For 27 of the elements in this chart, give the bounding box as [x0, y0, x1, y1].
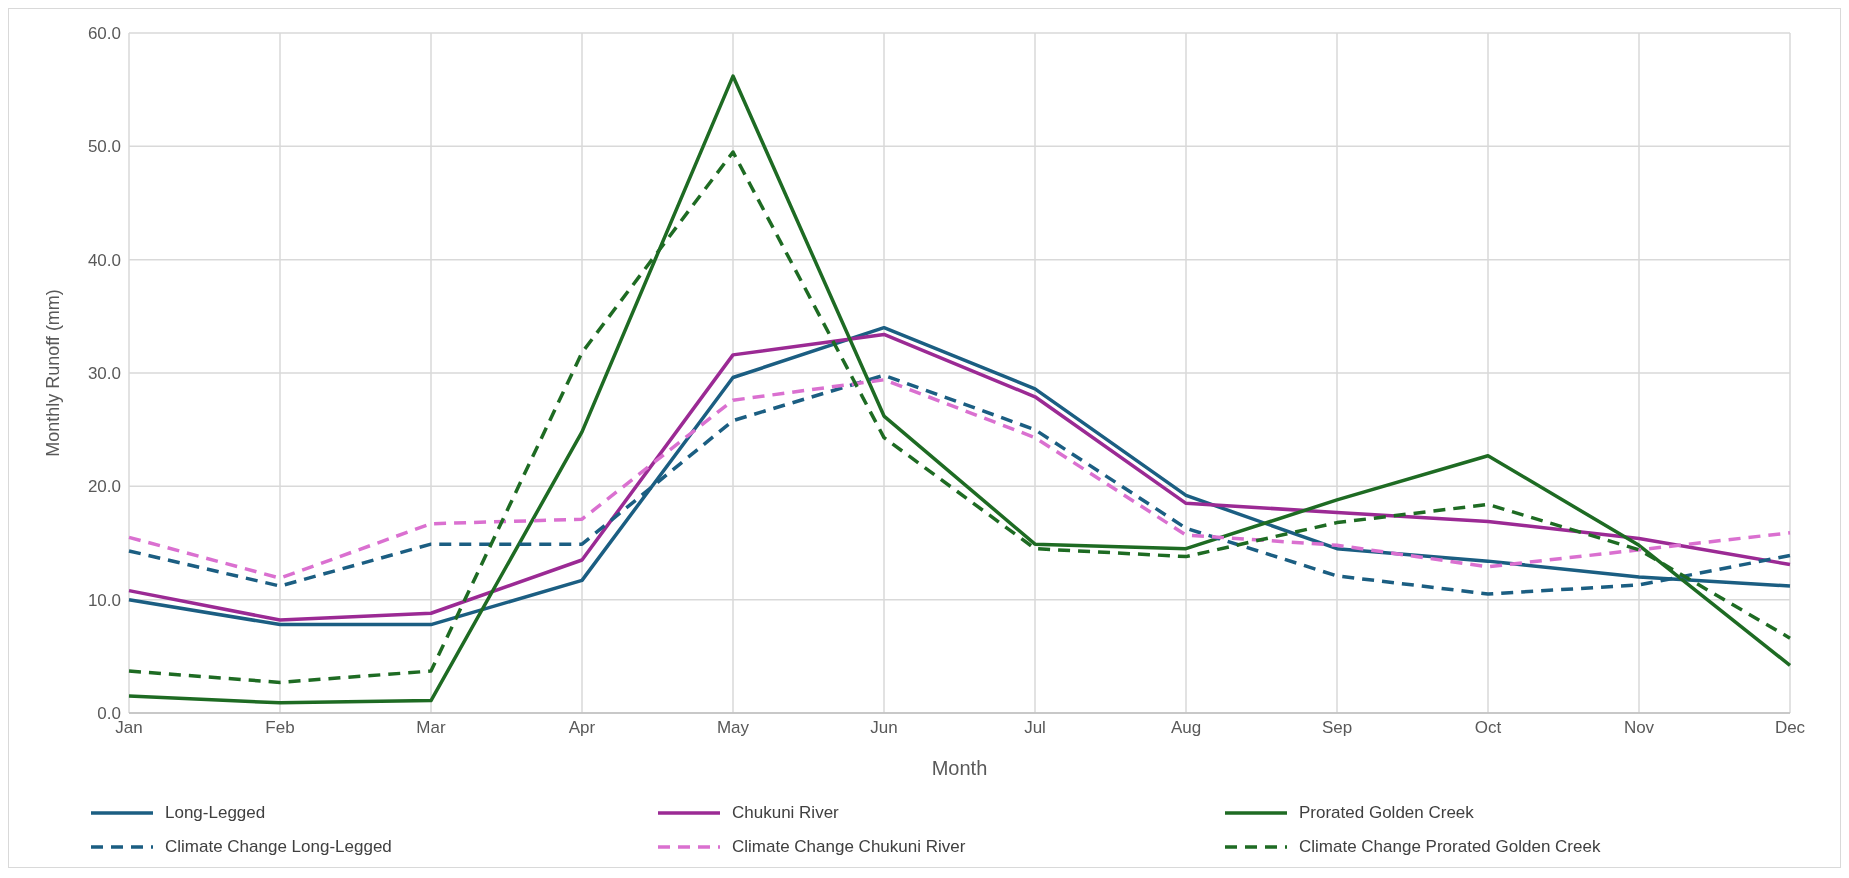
x-tick-label: Mar	[416, 718, 446, 738]
line-series	[127, 74, 1792, 705]
y-tick-label: 50.0	[87, 137, 121, 157]
x-tick-label: Jul	[1024, 718, 1046, 738]
y-tick-label: 20.0	[87, 477, 121, 497]
y-tick-label: 40.0	[87, 250, 121, 270]
x-tick-label: Sep	[1321, 718, 1353, 738]
y-tick-label: 30.0	[87, 364, 121, 384]
y-tick-label: 60.0	[87, 24, 121, 44]
x-tick-label: Jun	[870, 718, 898, 738]
legend-label: Climate Change Chukuni River	[732, 837, 966, 857]
legend-label: Climate Change Prorated Golden Creek	[1299, 837, 1601, 857]
y-tick-label: 10.0	[87, 590, 121, 610]
legend-label: Long-Legged	[165, 803, 266, 823]
x-tick-label: Nov	[1623, 718, 1655, 738]
legend-label: Climate Change Long-Legged	[165, 837, 392, 857]
x-tick-label: Jan	[115, 718, 143, 738]
legend-label: Chukuni River	[732, 803, 839, 823]
x-tick-label: Dec	[1774, 718, 1806, 738]
x-tick-label: Apr	[568, 718, 596, 738]
x-tick-label: Aug	[1170, 718, 1202, 738]
x-tick-label: Oct	[1474, 718, 1502, 738]
y-axis-title: Monthly Runoff (mm)	[43, 289, 64, 457]
x-tick-label: Feb	[265, 718, 295, 738]
legend-label: Prorated Golden Creek	[1299, 803, 1474, 823]
x-axis-title: Month	[931, 757, 988, 779]
x-tick-label: May	[716, 718, 750, 738]
